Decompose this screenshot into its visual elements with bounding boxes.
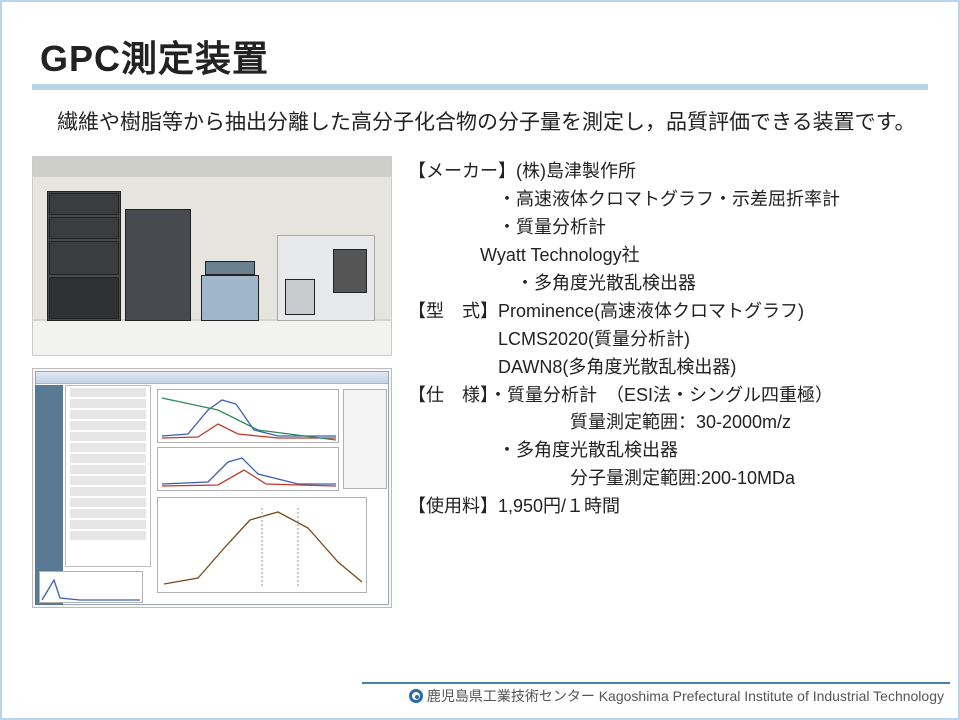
footer-org-en: Kagoshima Prefectural Institute of Indus… (599, 688, 944, 704)
spec-line: LCMS2020(質量分析計) (408, 326, 928, 354)
software-screenshot (32, 368, 392, 608)
spec-line: 【使用料】1,950円/１時間 (408, 493, 928, 521)
spec-line: ・質量分析計 (408, 214, 928, 242)
spec-line: ・多角度光散乱検出器 (408, 437, 928, 465)
spec-line: 【メーカー】(株)島津製作所 (408, 158, 928, 186)
spec-line: 【型 式】Prominence(高速液体クロマトグラフ) (408, 298, 928, 326)
intro-text: 繊維や樹脂等から抽出分離した高分子化合物の分子量を測定し，品質評価できる装置です… (36, 108, 924, 138)
title-underline (32, 84, 928, 90)
spec-line: 【仕 様】・質量分析計 （ESI法・シングル四重極） (408, 382, 928, 410)
spec-line: 質量測定範囲：30-2000m/z (408, 409, 928, 437)
spec-column: 【メーカー】(株)島津製作所 ・高速液体クロマトグラフ・示差屈折率計 ・質量分析… (408, 156, 928, 608)
footer-org-ja: 鹿児島県工業技術センター (427, 688, 595, 704)
left-column (32, 156, 392, 608)
footer-text: 鹿児島県工業技術センター Kagoshima Prefectural Insti… (2, 686, 958, 706)
spec-line: ・多角度光散乱検出器 (408, 270, 928, 298)
spec-line: ・高速液体クロマトグラフ・示差屈折率計 (408, 186, 928, 214)
spec-line: DAWN8(多角度光散乱検出器) (408, 354, 928, 382)
footer-logo-icon (409, 689, 423, 703)
slide: GPC測定装置 繊維や樹脂等から抽出分離した高分子化合物の分子量を測定し，品質評… (0, 0, 960, 720)
content-row: 【メーカー】(株)島津製作所 ・高速液体クロマトグラフ・示差屈折率計 ・質量分析… (32, 156, 928, 608)
footer-rule (362, 682, 950, 684)
spec-line: 分子量測定範囲:200-10MDa (408, 465, 928, 493)
footer: 鹿児島県工業技術センター Kagoshima Prefectural Insti… (2, 682, 958, 712)
equipment-photo (32, 156, 392, 356)
page-title: GPC測定装置 (40, 30, 928, 82)
spec-line: Wyatt Technology社 (408, 242, 928, 270)
